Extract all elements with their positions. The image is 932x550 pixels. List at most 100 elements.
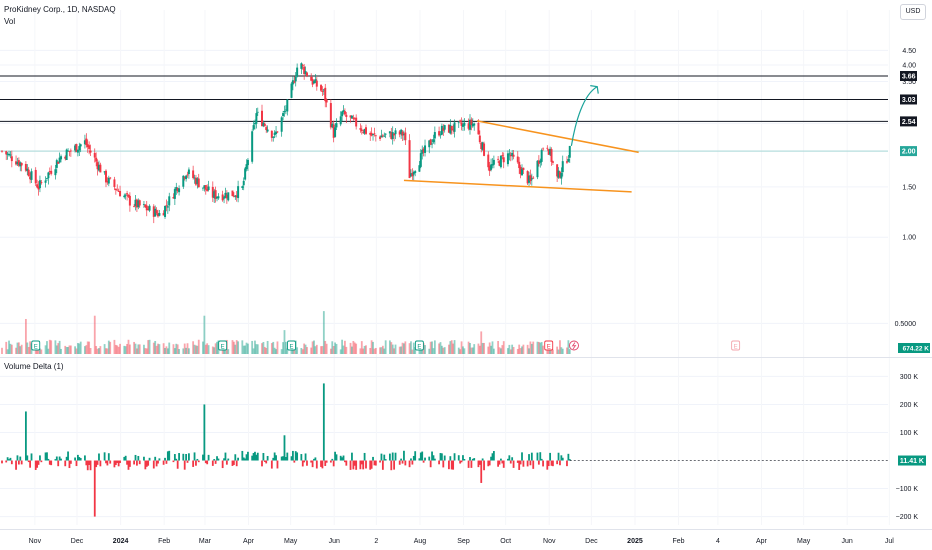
volume-delta-bar (46, 452, 48, 461)
volume-delta-bar (67, 451, 69, 461)
candle-body (549, 148, 552, 155)
volume-delta-bar (95, 460, 98, 468)
candle-body (526, 171, 529, 184)
volume-delta-bar (26, 455, 29, 461)
volume-delta-bar (196, 458, 199, 461)
volume-delta-bar (352, 460, 355, 470)
volume-bar (162, 343, 165, 354)
candle-body (103, 171, 106, 173)
volume-bar (379, 347, 381, 354)
candle-body (388, 131, 391, 134)
volume-delta-bar (390, 460, 393, 471)
candle-body (196, 178, 199, 184)
volume-delta-bar (19, 456, 22, 461)
volume-bar (552, 349, 554, 354)
volume-delta-bar (363, 452, 366, 461)
candle-body (414, 171, 417, 173)
volume-bar (197, 339, 200, 354)
volume-delta-bar (440, 453, 443, 461)
candle-body (262, 122, 265, 127)
volume-bar (245, 342, 248, 354)
volume-delta-bar (473, 458, 476, 461)
candle-body (192, 170, 195, 179)
candle-body (480, 142, 483, 149)
volume-bar (518, 344, 521, 354)
volume-bar (203, 315, 206, 354)
volume-delta-bar (224, 452, 227, 461)
volume-bar (272, 341, 275, 354)
volume-bar (359, 348, 362, 354)
candle-body (313, 81, 315, 84)
volume-bar (315, 344, 318, 354)
candle-body (272, 136, 275, 138)
time-tick-label: May (797, 538, 811, 545)
volume-bar (539, 342, 542, 354)
time-tick-label: 2024 (113, 538, 129, 545)
volume-delta-bar (450, 460, 453, 470)
volume-bar (76, 343, 79, 354)
volume-delta-bar (500, 458, 502, 461)
candle-body (276, 131, 279, 133)
volume-bar (532, 341, 535, 354)
candle-body (95, 157, 98, 162)
volume-delta-bar (109, 460, 112, 464)
volume-bar (393, 348, 396, 354)
currency-button[interactable]: USD (900, 4, 926, 20)
volume-bar (449, 341, 452, 354)
volume-bar (103, 344, 106, 354)
candle-body (314, 79, 317, 83)
volume-delta-bar (176, 460, 179, 469)
volume-bar (331, 341, 334, 354)
candle-body (201, 187, 204, 189)
volume-delta-bar (154, 456, 157, 461)
volume-bar (313, 340, 315, 354)
volume-bar (351, 346, 353, 354)
candle-body (182, 175, 185, 187)
volume-bar (508, 344, 511, 354)
volume-delta-bar (394, 452, 397, 461)
volume-bar (114, 344, 117, 354)
candle-body (291, 80, 294, 85)
volume-bar (46, 341, 48, 354)
candle-body (175, 187, 178, 191)
volume-bar (280, 349, 283, 354)
volume-delta-bar (15, 460, 17, 470)
volume-delta-bar (235, 460, 238, 467)
candle-body (165, 205, 168, 207)
candle-body (557, 170, 560, 178)
volume-bar (329, 348, 332, 354)
candle-body (558, 171, 561, 178)
volume-delta-bar (552, 460, 554, 467)
pane-separator[interactable] (0, 357, 932, 358)
volume-delta-bar (419, 452, 422, 461)
candle-body (305, 72, 308, 77)
candle-body (270, 130, 273, 138)
volume-bar (507, 348, 509, 354)
candle-body (185, 175, 188, 180)
candle-body (379, 136, 382, 139)
candle-body (117, 190, 120, 192)
candle-body (528, 175, 531, 183)
candle-body (304, 71, 307, 75)
earnings-marker-letter: E (417, 345, 421, 351)
candle-body (390, 132, 393, 139)
candle-body (530, 178, 533, 180)
volume-delta-bar (227, 458, 230, 461)
candle-body (253, 123, 256, 125)
candle-body (303, 66, 306, 75)
candle-body (157, 213, 159, 217)
volume-delta-bar (88, 460, 91, 465)
volume-delta-bar (498, 460, 501, 465)
candle-body (452, 129, 455, 131)
volume-delta-bar (225, 460, 228, 465)
volume-delta-bar (178, 453, 180, 461)
time-tick-label: Apr (756, 538, 768, 545)
volume-bar (411, 349, 414, 354)
volume-delta-bar (487, 460, 490, 467)
volume-bar (282, 342, 284, 354)
candle-body (453, 122, 456, 132)
candle-body (204, 185, 207, 190)
volume-bar (325, 343, 328, 354)
volume-delta-bar (168, 450, 171, 461)
